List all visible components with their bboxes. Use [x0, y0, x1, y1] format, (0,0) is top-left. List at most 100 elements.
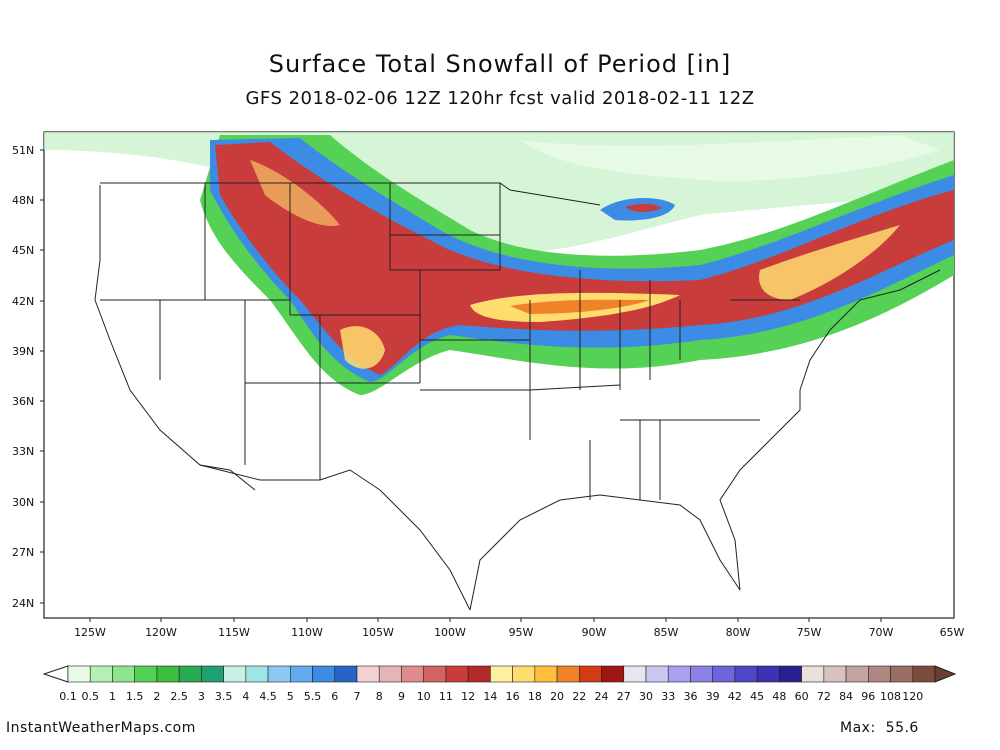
- colorbar-label: 1: [109, 690, 116, 700]
- colorbar-swatch: [67, 665, 91, 683]
- lat-label: 24N: [12, 597, 34, 610]
- colorbar-label: 9: [398, 690, 405, 700]
- max-label: Max:: [840, 720, 876, 736]
- colorbar-swatch: [445, 665, 469, 683]
- colorbar-swatch: [334, 665, 358, 683]
- colorbar-swatch: [912, 665, 936, 683]
- colorbar-label: 11: [439, 690, 453, 700]
- lon-label: 120W: [145, 626, 177, 639]
- colorbar-swatch: [556, 665, 580, 683]
- colorbar-label: 30: [639, 690, 653, 700]
- colorbar-label: 72: [817, 690, 831, 700]
- lon-label: 105W: [362, 626, 394, 639]
- colorbar-label: 12: [461, 690, 475, 700]
- colorbar-label: 16: [506, 690, 520, 700]
- lon-label: 65W: [940, 626, 965, 639]
- borders: [94, 182, 941, 611]
- colorbar-swatch: [178, 665, 202, 683]
- lat-axis: 51N 48N 45N 42N 39N 36N 33N 30N 27N 24N: [12, 144, 44, 610]
- colorbar-swatch: [423, 665, 447, 683]
- colorbar: 0.1 0.5 1 1.5 2 2.5 3 3.5 4 4.5 5 5.5 6 7 8 9 10 11 12 14 16…: [42, 665, 957, 700]
- colorbar-swatch: [378, 665, 402, 683]
- colorbar-label: 39: [706, 690, 720, 700]
- colorbar-swatch: [845, 665, 869, 683]
- lon-label: 100W: [434, 626, 466, 639]
- map-title: Surface Total Snowfall of Period [in]: [268, 50, 732, 78]
- lon-label: 80W: [726, 626, 751, 639]
- lon-label: 70W: [869, 626, 894, 639]
- colorbar-swatch: [667, 665, 691, 683]
- colorbar-label: 45: [750, 690, 764, 700]
- colorbar-label: 2: [153, 690, 160, 700]
- colorbar-swatch: [579, 665, 602, 683]
- colorbar-right-arrow: [934, 665, 957, 683]
- colorbar-swatch: [245, 665, 269, 683]
- colorbar-swatch: [801, 665, 825, 683]
- colorbar-swatch: [356, 665, 380, 683]
- colorbar-label: 0.5: [81, 690, 99, 700]
- colorbar-swatch: [201, 665, 224, 683]
- colorbar-swatch: [512, 665, 536, 683]
- colorbar-swatch: [112, 665, 135, 683]
- colorbar-label: 3: [198, 690, 205, 700]
- colorbar-label: 7: [354, 690, 361, 700]
- colorbar-label: 108: [880, 690, 901, 700]
- colorbar-label: 84: [839, 690, 853, 700]
- colorbar-swatch: [756, 665, 780, 683]
- colorbar-swatch: [534, 665, 558, 683]
- lon-label: 125W: [74, 626, 106, 639]
- colorbar-label: 4.5: [259, 690, 277, 700]
- colorbar-label: 20: [550, 690, 564, 700]
- colorbar-label: 96: [861, 690, 875, 700]
- colorbar-label: 120: [902, 690, 923, 700]
- max-value: 55.6: [885, 720, 919, 736]
- colorbar-swatch: [89, 665, 113, 683]
- colorbar-swatch: [890, 665, 914, 683]
- credit-text: InstantWeatherMaps.com: [6, 720, 196, 736]
- lat-label: 51N: [12, 144, 34, 157]
- lat-label: 27N: [12, 546, 34, 559]
- colorbar-swatch: [623, 665, 647, 683]
- lon-label: 90W: [582, 626, 607, 639]
- colorbar-swatch: [290, 665, 313, 683]
- colorbar-swatch: [734, 665, 758, 683]
- lon-label: 75W: [797, 626, 822, 639]
- colorbar-label: 10: [417, 690, 431, 700]
- colorbar-label: 48: [772, 690, 786, 700]
- colorbar-label: 42: [728, 690, 742, 700]
- colorbar-label: 60: [795, 690, 809, 700]
- colorbar-label: 0.1: [59, 690, 77, 700]
- colorbar-label: 22: [572, 690, 586, 700]
- lon-label: 85W: [654, 626, 679, 639]
- colorbar-swatch: [823, 665, 847, 683]
- colorbar-swatch: [223, 665, 247, 683]
- colorbar-label: 4: [242, 690, 249, 700]
- colorbar-swatch: [156, 665, 180, 683]
- colorbar-label: 3.5: [215, 690, 233, 700]
- lat-label: 33N: [12, 445, 34, 458]
- colorbar-label: 33: [661, 690, 675, 700]
- colorbar-label: 14: [483, 690, 497, 700]
- lon-label: 95W: [509, 626, 534, 639]
- colorbar-label: 2.5: [170, 690, 188, 700]
- colorbar-swatch: [401, 665, 424, 683]
- colorbar-swatch: [645, 665, 669, 683]
- colorbar-swatch: [712, 665, 736, 683]
- colorbar-swatch: [312, 665, 336, 683]
- snowfall-field: [44, 132, 954, 395]
- colorbar-label: 18: [528, 690, 542, 700]
- colorbar-label: 27: [617, 690, 631, 700]
- colorbar-label: 5: [287, 690, 294, 700]
- colorbar-label: 6: [331, 690, 338, 700]
- lon-label: 115W: [218, 626, 250, 639]
- colorbar-label: 5.5: [304, 690, 322, 700]
- colorbar-left-arrow: [42, 665, 69, 683]
- lat-label: 48N: [12, 194, 34, 207]
- colorbar-swatch: [467, 665, 491, 683]
- max-readout: Max: 55.6: [840, 720, 929, 736]
- colorbar-swatch: [490, 665, 513, 683]
- colorbar-label: 1.5: [126, 690, 144, 700]
- colorbar-swatch: [779, 665, 802, 683]
- lon-label: 110W: [291, 626, 323, 639]
- lat-label: 39N: [12, 345, 34, 358]
